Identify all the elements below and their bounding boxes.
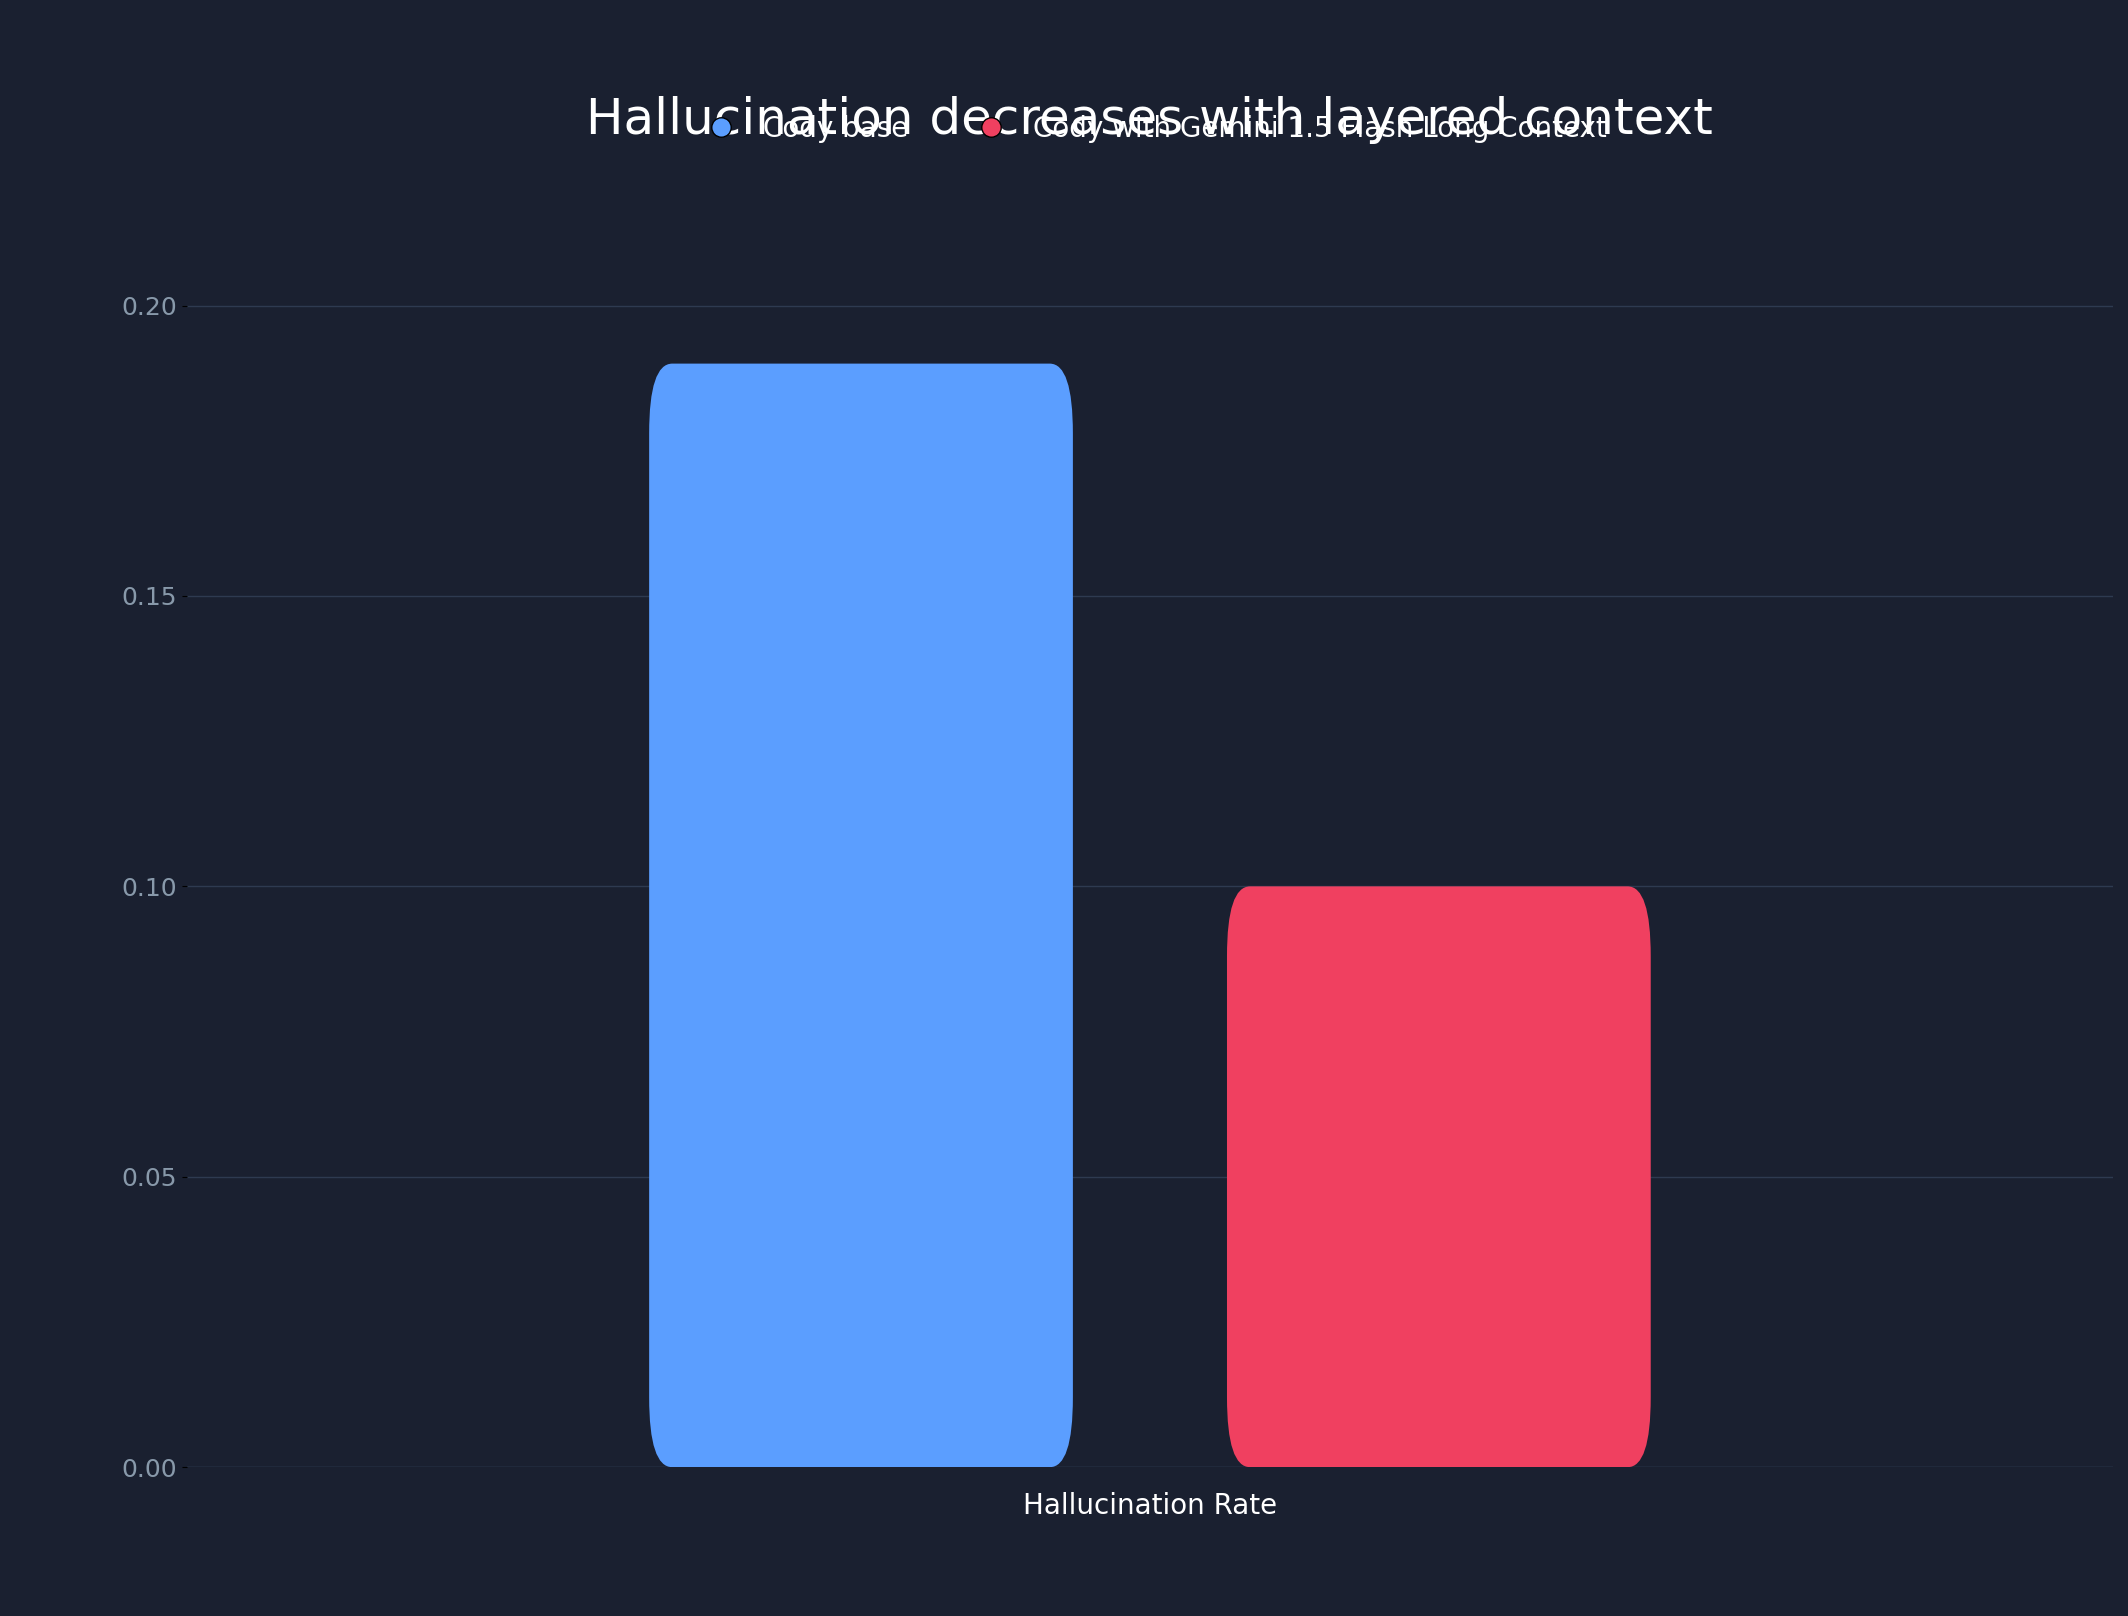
Title: Hallucination decreases with layered context: Hallucination decreases with layered con…	[587, 95, 1713, 144]
Legend: Cody base, Cody with Gemini 1.5 Flash Long Context: Cody base, Cody with Gemini 1.5 Flash Lo…	[679, 102, 1622, 157]
X-axis label: Hallucination Rate: Hallucination Rate	[1024, 1492, 1277, 1521]
FancyBboxPatch shape	[649, 364, 1073, 1467]
FancyBboxPatch shape	[1228, 886, 1651, 1467]
